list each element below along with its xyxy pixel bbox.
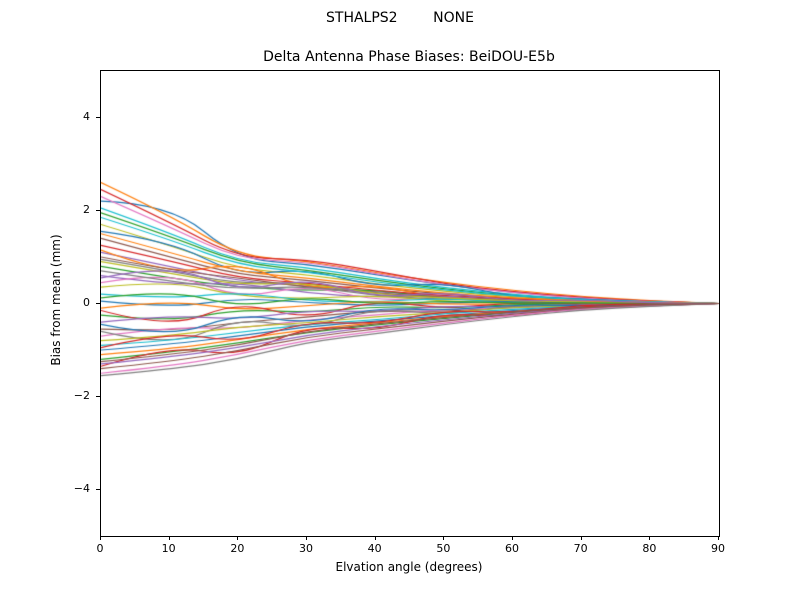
- x-tick-mark: [100, 536, 101, 540]
- x-tick-label: 30: [299, 542, 313, 555]
- y-tick-label: −2: [73, 388, 90, 402]
- x-tick-mark: [649, 536, 651, 540]
- x-tick-label: 70: [573, 542, 588, 555]
- x-tick-label: 90: [711, 542, 725, 555]
- x-tick-mark: [237, 536, 239, 540]
- x-tick-label: 60: [505, 542, 519, 555]
- x-tick-label: 50: [436, 542, 451, 555]
- x-axis-ticks: 0 10 20 30 40 50 60 70 80 90: [97, 536, 725, 566]
- y-tick-mark: [96, 488, 100, 490]
- y-tick-label: 4: [83, 109, 90, 123]
- y-tick-mark: [96, 209, 100, 211]
- y-tick-mark: [96, 116, 100, 118]
- x-tick-label: 0: [96, 542, 104, 555]
- x-axis-label: Elvation angle (degrees): [335, 560, 483, 574]
- x-tick-label: 80: [642, 542, 657, 555]
- x-tick-mark: [306, 536, 307, 540]
- x-tick-mark: [374, 536, 376, 540]
- x-tick-mark: [512, 536, 513, 540]
- y-tick-label: 0: [83, 295, 90, 309]
- y-tick-mark: [96, 395, 100, 397]
- y-tick-label: 2: [83, 202, 90, 216]
- x-tick-mark: [580, 536, 582, 540]
- y-axis-ticks: −4 −2 0 2 4: [0, 70, 100, 537]
- y-tick-label: −4: [73, 481, 90, 495]
- x-tick-label: 20: [230, 542, 245, 555]
- axes-title: Delta Antenna Phase Biases: BeiDOU-E5b: [263, 49, 555, 65]
- y-tick-mark: [96, 302, 100, 304]
- x-tick-mark: [718, 536, 719, 540]
- figure-title: STHALPS2 NONE: [326, 10, 474, 26]
- x-tick-mark: [443, 536, 445, 540]
- x-tick-label: 10: [161, 542, 176, 555]
- x-tick-mark: [168, 536, 170, 540]
- line-chart-canvas: [101, 71, 719, 536]
- x-tick-label: 40: [367, 542, 382, 555]
- plot-area: [100, 70, 720, 537]
